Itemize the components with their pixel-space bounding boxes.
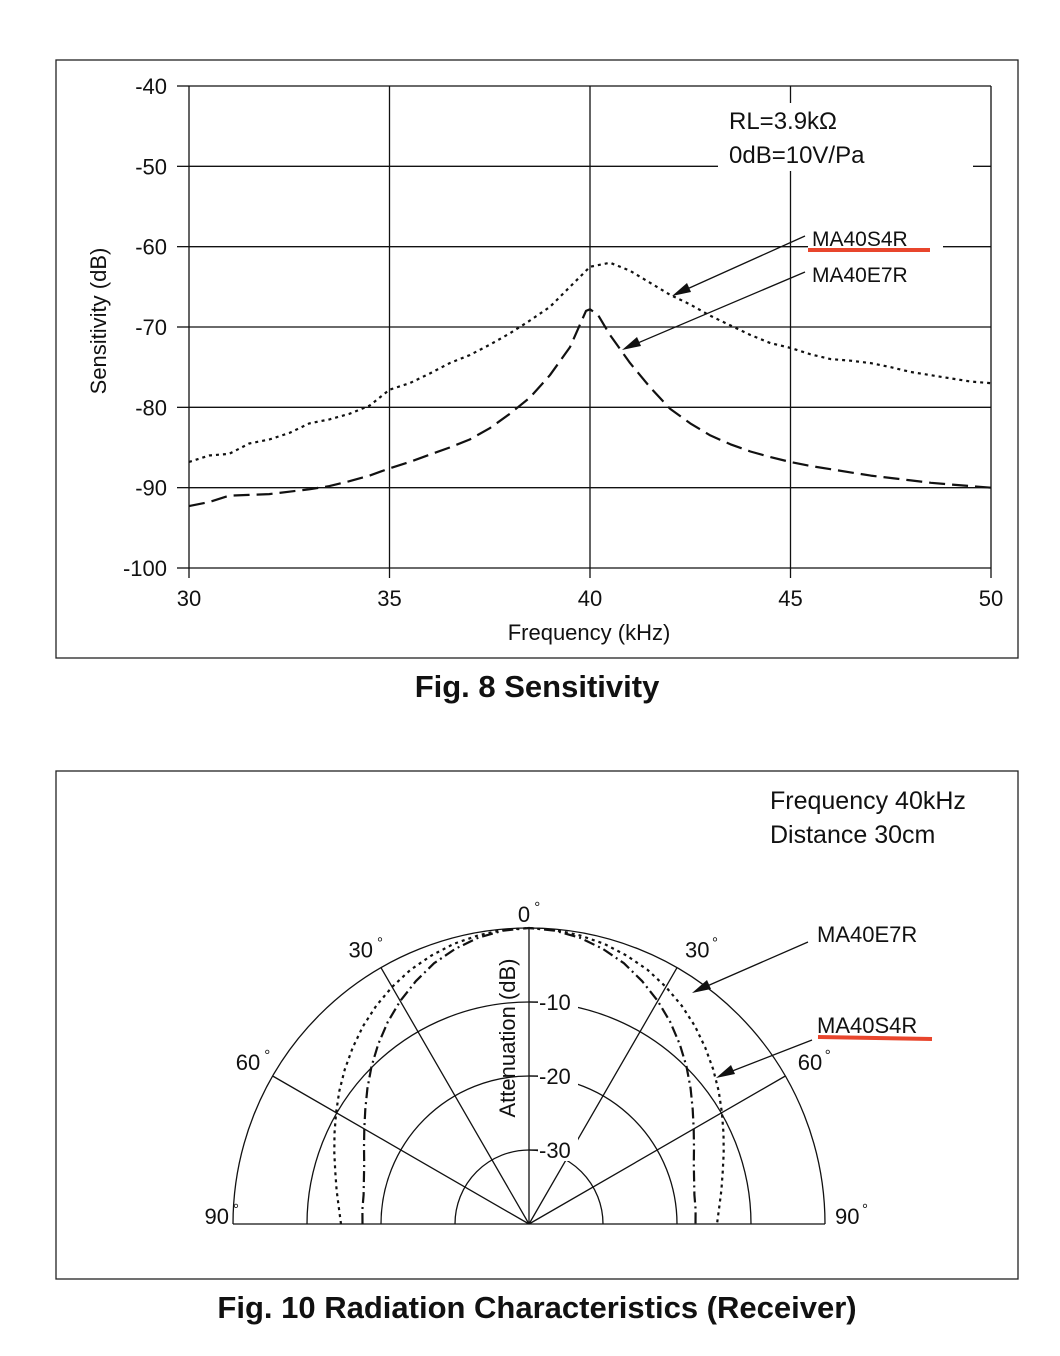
fig8-caption: Fig. 8 Sensitivity (415, 669, 660, 704)
fig10-label-ma40e7r: MA40E7R (817, 922, 917, 947)
fig10-degree-symbol-2: ° (377, 934, 383, 951)
fig10-annotation-line1: Frequency 40kHz (770, 787, 966, 815)
fig10-frame (55, 770, 1019, 1280)
fig8-arrow-ma40e7r (625, 271, 806, 349)
fig10-degree-symbol-5: ° (825, 1047, 831, 1064)
fig8-label-ma40e7r: MA40E7R (812, 264, 908, 287)
fig8-x-axis-label: Frequency (kHz) (508, 620, 671, 645)
fig8-x-ticks: 30 35 40 45 50 (177, 586, 1003, 611)
fig10-angle-label-2: 30 (349, 937, 373, 962)
fig10-degree-symbol-6: ° (862, 1201, 868, 1218)
fig10-degree-symbol-1: ° (264, 1047, 270, 1064)
fig10-polar-grid (232, 927, 826, 1225)
fig8-xtick-label-0: 30 (177, 586, 201, 611)
fig10-angle-label-0: 90 (205, 1204, 229, 1229)
fig10-arrow-ma40s4r (721, 1039, 813, 1076)
fig8-xtick-label-1: 35 (377, 586, 401, 611)
fig10-spoke-4 (528, 1075, 786, 1225)
fig10-caption: Fig. 10 Radiation Characteristics (Recei… (217, 1290, 856, 1325)
fig8-xtick-label-4: 50 (979, 586, 1003, 611)
fig8-ytick-label-3: -70 (135, 315, 167, 340)
fig8-frame (55, 59, 1019, 659)
fig10-arrowhead-ma40e7r (692, 980, 711, 993)
fig8-ytick-label-2: -60 (135, 235, 167, 260)
fig10-degree-symbol-4: ° (712, 934, 718, 951)
fig10-ring-labels: -10 -20 -30 (538, 989, 578, 1163)
fig10-highlight-underline (817, 1035, 933, 1041)
fig10-angle-label-1: 60 (236, 1050, 260, 1075)
fig8-arrowhead-ma40e7r (622, 337, 641, 350)
fig8-annotation-line1: RL=3.9kΩ (729, 108, 837, 135)
fig8-ytick-label-5: -90 (135, 476, 167, 501)
fig10-degree-symbol-3: ° (534, 899, 540, 916)
fig10-series (333, 926, 725, 1225)
fig10-ring-label-0: -10 (539, 990, 571, 1015)
fig10-radial-axis-label: Attenuation (dB) (495, 959, 520, 1118)
fig10-annotation-line2: Distance 30cm (770, 821, 935, 849)
fig8-arrowhead-ma40s4r (672, 283, 691, 296)
fig8-label-ma40s4r: MA40S4R (812, 228, 908, 251)
fig8-annotation-line2: 0dB=10V/Pa (729, 142, 865, 169)
fig8-arrow-ma40s4r (675, 235, 806, 295)
fig8-xtick-label-2: 40 (578, 586, 602, 611)
fig10-arrow-ma40e7r (697, 941, 809, 991)
fig10-angle-labels: 90 °60 °30 °0 °30 °60 °90 ° (205, 899, 868, 1229)
fig10-spoke-1 (380, 967, 530, 1225)
fig8-ytick-label-6: -100 (123, 556, 167, 581)
fig8-ytick-label-0: -40 (135, 74, 167, 99)
fig8-y-axis-label: Sensitivity (dB) (86, 248, 111, 395)
fig8-legend-bg (808, 225, 943, 289)
fig8-y-ticks: -40 -50 -60 -70 -80 -90 -100 (123, 74, 167, 581)
fig10-ring-label-1: -20 (539, 1064, 571, 1089)
fig10-ring-label-bg-1 (538, 1063, 578, 1087)
fig10-degree-symbol-0: ° (233, 1201, 239, 1218)
fig8-ytick-label-4: -80 (135, 395, 167, 420)
fig10-arrowhead-ma40s4r (716, 1065, 735, 1078)
fig8-xtick-label-3: 45 (778, 586, 802, 611)
fig8-series-ma40s4r-line (188, 261, 992, 464)
fig10-ring-label-bg-2 (538, 1137, 578, 1161)
fig10-ring-label-2: -30 (539, 1138, 571, 1163)
fig8-series (188, 261, 992, 508)
fig10-spoke-3 (528, 967, 678, 1225)
fig10-angle-label-5: 60 (798, 1050, 822, 1075)
fig10-spoke-0 (272, 1075, 530, 1225)
fig10-ring-label-bg-0 (538, 989, 578, 1013)
fig8-series-ma40e7r-line (188, 308, 992, 508)
fig10-angle-label-6: 90 (835, 1204, 859, 1229)
fig10-label-ma40s4r: MA40S4R (817, 1013, 917, 1038)
fig10-angle-label-3: 0 (518, 902, 530, 927)
fig10-series-ma40s4r-curve (361, 926, 697, 1225)
fig8-annotation-bg (718, 103, 973, 171)
fig10-angle-label-4: 30 (685, 937, 709, 962)
fig8-ytick-label-1: -50 (135, 154, 167, 179)
